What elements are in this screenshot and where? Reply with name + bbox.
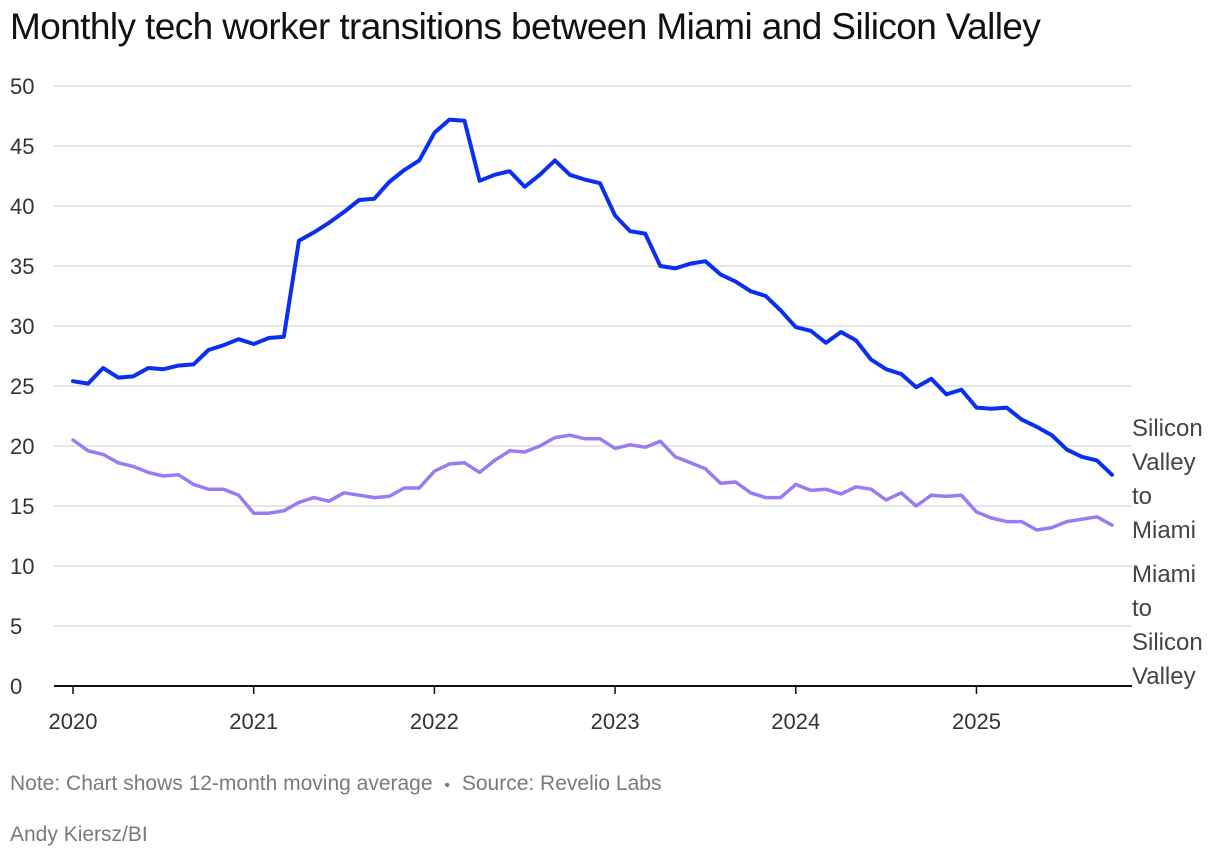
series-label-line: to [1132, 595, 1152, 622]
chart-title: Monthly tech worker transitions between … [10, 6, 1041, 47]
series-label-line: Valley [1132, 449, 1196, 476]
series-label-miami-to-sv: Miami to Silicon Valley [1132, 561, 1203, 690]
y-tick-label: 20 [10, 434, 34, 459]
x-tick-label: 2023 [591, 709, 640, 734]
series-label-line: Miami [1132, 561, 1196, 588]
chart-credit: Andy Kiersz/BI [10, 823, 148, 846]
series-label-line: Miami [1132, 517, 1196, 544]
y-tick-label: 50 [10, 74, 34, 99]
source-text: Source: Revelio Labs [461, 772, 662, 795]
note-text: Note: Chart shows 12-month moving averag… [10, 772, 433, 795]
y-tick-label: 0 [10, 674, 22, 699]
x-tick-label: 2024 [771, 709, 820, 734]
y-tick-label: 45 [10, 134, 34, 159]
series-line-sv-to-miami [71, 117, 1114, 477]
gridlines [54, 85, 1132, 687]
y-tick-label: 35 [10, 254, 34, 279]
series-label-sv-to-miami: Silicon Valley to Miami [1132, 415, 1203, 544]
y-tick-label: 15 [10, 494, 34, 519]
x-tick-label: 2025 [952, 709, 1001, 734]
series-label-line: to [1132, 483, 1152, 510]
series-line-miami-to-sv [71, 433, 1114, 532]
y-tick-label: 40 [10, 194, 34, 219]
series-label-line: Silicon [1132, 629, 1203, 656]
series-label-line: Silicon [1132, 415, 1203, 442]
x-tick-label: 2020 [49, 709, 98, 734]
series-label-line: Valley [1132, 663, 1196, 690]
y-tick-label: 10 [10, 554, 34, 579]
y-tick-label: 30 [10, 314, 34, 339]
y-tick-label: 5 [10, 614, 22, 639]
y-tick-labels: 0 5 10 15 20 25 30 35 40 45 50 [10, 74, 34, 699]
x-tick-labels: 2020 2021 2022 2023 2024 2025 [49, 686, 1001, 734]
separator-dot: • [444, 777, 450, 794]
x-tick-label: 2022 [410, 709, 459, 734]
series-lines [71, 117, 1114, 532]
x-tick-label: 2021 [229, 709, 278, 734]
chart-note: Note: Chart shows 12-month moving averag… [10, 772, 661, 796]
y-tick-label: 25 [10, 374, 34, 399]
series-labels: Silicon Valley to Miami Miami to Silicon Valley [1132, 415, 1203, 690]
